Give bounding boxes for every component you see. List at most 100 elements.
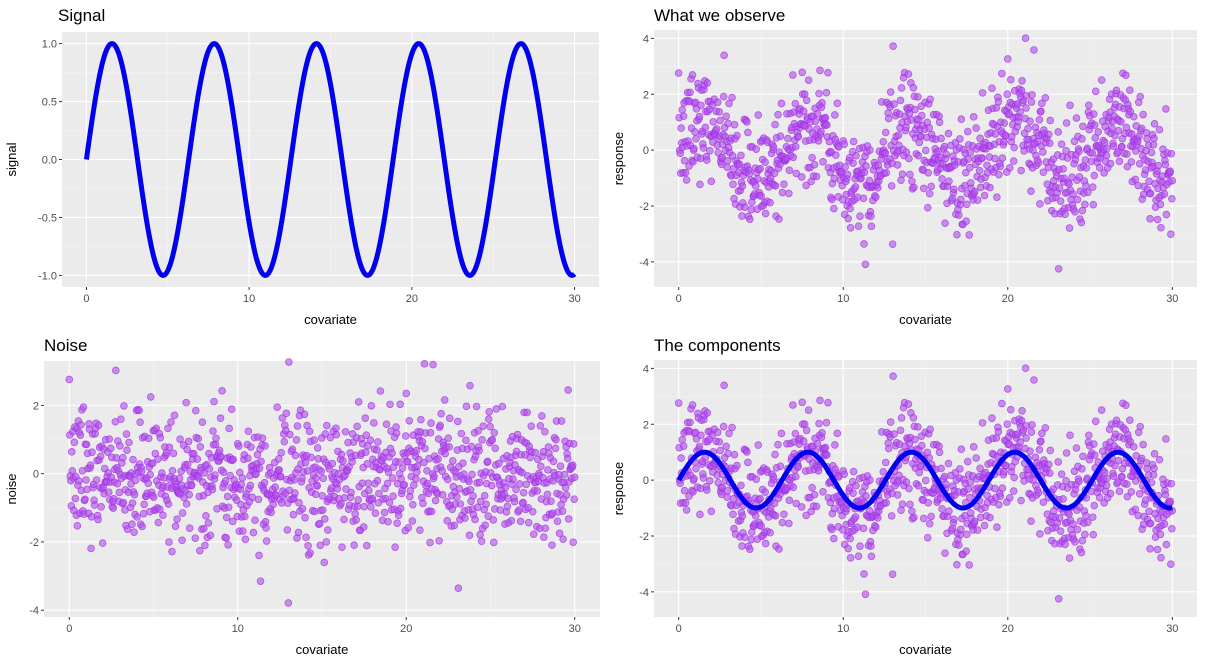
noise-data-point <box>185 490 193 499</box>
components-data-point <box>785 496 794 505</box>
noise-data-point <box>123 446 131 455</box>
components-data-point <box>771 450 779 459</box>
components-data-point <box>1162 540 1171 549</box>
noise-y-tick-label: -2 <box>29 537 39 549</box>
components-data-point <box>1118 472 1126 481</box>
noise-data-point <box>191 534 200 542</box>
noise-data-point <box>164 424 172 433</box>
observed-data-point <box>867 222 876 231</box>
components-data-point <box>785 519 793 528</box>
observed-data-point <box>722 112 730 121</box>
observed-data-point <box>1103 144 1111 153</box>
observed-data-point <box>816 66 824 75</box>
components-data-point <box>728 423 736 432</box>
components-data-point <box>1066 431 1074 440</box>
components-data-point <box>1149 470 1158 479</box>
components-data-point <box>937 464 945 473</box>
observed-data-point <box>909 83 918 92</box>
components-data-point <box>1157 553 1165 562</box>
components-data-point <box>1056 527 1065 536</box>
observed-data-point <box>889 42 897 50</box>
observed-data-point <box>1115 157 1124 166</box>
observed-data-point <box>828 195 836 204</box>
components-data-point <box>802 426 811 435</box>
observed-data-point <box>1150 134 1158 143</box>
observed-data-point <box>1026 117 1034 125</box>
noise-data-point <box>77 421 85 429</box>
noise-data-point <box>168 547 176 556</box>
noise-data-point <box>71 494 80 503</box>
observed-data-point <box>1131 175 1140 184</box>
components-data-point <box>791 472 800 481</box>
observed-data-point <box>1129 112 1138 121</box>
observed-data-point <box>682 176 691 184</box>
observed-data-point <box>830 204 838 213</box>
components-data-point <box>889 372 897 381</box>
components-data-point <box>963 457 972 466</box>
components-data-point <box>970 517 979 526</box>
components-data-point <box>938 505 946 513</box>
observed-data-point <box>846 204 854 213</box>
noise-data-point <box>92 476 101 484</box>
components-data-point <box>1022 434 1030 442</box>
observed-data-point <box>718 153 726 162</box>
components-data-point <box>866 476 874 484</box>
noise-x-tick-label: 20 <box>400 623 412 635</box>
noise-data-point <box>183 445 191 454</box>
components-data-point <box>911 435 919 444</box>
components-data-point <box>882 499 891 507</box>
observed-data-point <box>1136 92 1144 101</box>
observed-data-point <box>677 124 685 132</box>
observed-data-point <box>766 198 774 207</box>
components-data-point <box>681 498 690 507</box>
observed-data-point <box>960 182 969 190</box>
noise-data-point <box>165 538 173 546</box>
components-data-point <box>703 409 712 417</box>
observed-data-point <box>1095 163 1104 172</box>
components-data-point <box>730 450 739 459</box>
components-data-point <box>1003 385 1012 393</box>
observed-data-point <box>775 215 783 223</box>
signal-y-axis-label: signal <box>4 142 19 176</box>
observed-data-point <box>970 187 979 196</box>
components-data-point <box>789 401 797 409</box>
observed-data-point <box>703 79 712 87</box>
observed-data-point <box>1123 150 1131 158</box>
observed-data-point <box>811 117 820 126</box>
components-data-point <box>965 561 974 569</box>
observed-data-point <box>925 124 934 132</box>
observed-data-point <box>866 146 874 154</box>
components-data-point <box>677 454 685 462</box>
components-data-point <box>1146 545 1154 553</box>
observed-data-point <box>841 163 849 171</box>
components-data-point <box>980 521 989 530</box>
observed-data-point <box>887 182 896 190</box>
components-data-point <box>1167 479 1176 488</box>
components-data-point <box>776 462 785 470</box>
observed-data-point <box>843 170 852 179</box>
signal-y-tick-label: -0.5 <box>38 212 57 224</box>
components-x-tick-label: 0 <box>676 623 682 635</box>
components-data-point <box>909 413 918 422</box>
noise-data-point <box>97 503 105 511</box>
observed-data-point <box>802 181 810 190</box>
observed-data-point <box>789 71 797 79</box>
observed-data-point <box>1010 143 1018 152</box>
observed-data-point <box>798 68 807 77</box>
signal-x-tick-label: 10 <box>243 293 255 305</box>
observed-data-point <box>754 111 763 119</box>
observed-data-point <box>769 142 778 151</box>
noise-data-point <box>105 435 114 443</box>
observed-data-point <box>1153 215 1162 224</box>
components-data-point <box>761 539 770 548</box>
components-data-point <box>799 437 808 446</box>
components-data-point <box>887 512 896 520</box>
components-data-point <box>688 401 697 409</box>
components-data-point <box>830 534 838 543</box>
observed-data-point <box>1037 107 1045 116</box>
observed-data-point <box>941 219 949 227</box>
components-data-point <box>898 500 907 508</box>
observed-data-point <box>998 154 1007 163</box>
observed-data-point <box>703 156 711 164</box>
